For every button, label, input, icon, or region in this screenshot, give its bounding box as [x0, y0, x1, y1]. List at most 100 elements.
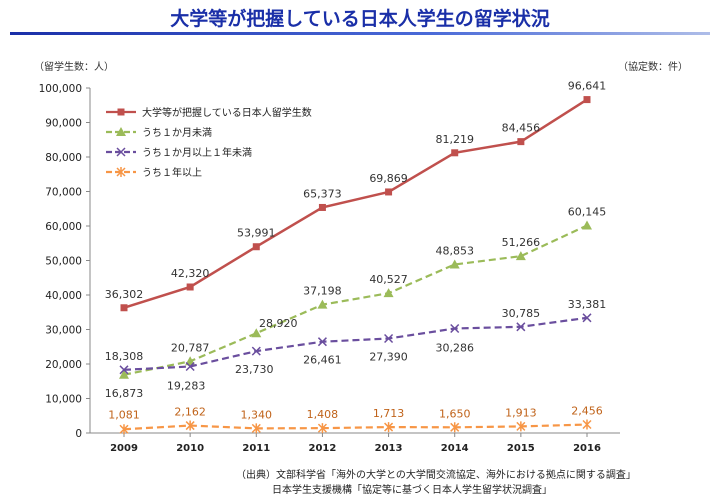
data-label-over-1-year: 1,081 — [108, 408, 140, 421]
legend-entry-1-month-to-1-year: うち１か月以上１年未満 — [142, 146, 252, 159]
data-label-under-1-month: 48,853 — [435, 244, 474, 257]
data-point-total — [186, 283, 194, 291]
data-label-1-month-to-1-year: 33,381 — [568, 298, 607, 311]
data-point-under-1-month — [251, 328, 262, 338]
x-tick-label: 2016 — [573, 443, 601, 454]
y-tick-label: 50,000 — [45, 256, 82, 268]
data-point-over-1-year — [450, 422, 460, 433]
y-tick-label: 60,000 — [45, 221, 82, 233]
data-point-under-1-month — [317, 299, 328, 309]
legend-marker-over-1-year — [116, 167, 126, 177]
data-point-under-1-month — [449, 259, 460, 269]
data-label-over-1-year: 1,340 — [241, 408, 273, 421]
data-label-over-1-year: 2,162 — [174, 406, 206, 419]
data-label-over-1-year: 1,408 — [307, 408, 339, 421]
data-label-1-month-to-1-year: 18,308 — [105, 350, 144, 363]
y-tick-label: 10,000 — [45, 394, 82, 406]
data-point-1-month-to-1-year — [582, 313, 592, 323]
data-point-1-month-to-1-year — [384, 333, 394, 344]
data-point-over-1-year — [251, 423, 261, 434]
data-label-1-month-to-1-year: 30,286 — [435, 342, 474, 355]
data-point-under-1-month — [515, 251, 526, 261]
y-tick-label: 100,000 — [39, 83, 82, 95]
data-label-under-1-month: 16,873 — [105, 387, 144, 400]
data-point-over-1-year — [582, 419, 592, 430]
legend-marker-total — [117, 108, 125, 116]
x-tick-label: 2014 — [441, 443, 469, 454]
data-point-total — [318, 203, 326, 211]
data-label-total: 42,320 — [171, 267, 210, 280]
data-label-1-month-to-1-year: 27,390 — [369, 351, 408, 364]
legend-marker-1-month-to-1-year — [116, 147, 126, 157]
data-point-over-1-year — [185, 420, 195, 431]
source-line-2: 日本学生支援機構「協定等に基づく日本人学生留学状況調査」 — [272, 485, 552, 496]
series-line-1-month-to-1-year — [123, 316, 588, 371]
data-label-under-1-month: 40,527 — [369, 273, 408, 286]
data-point-total — [120, 304, 128, 312]
data-label-1-month-to-1-year: 26,461 — [303, 354, 342, 367]
data-label-total: 69,869 — [369, 172, 408, 185]
data-label-total: 81,219 — [435, 133, 474, 146]
data-label-under-1-month: 60,145 — [568, 205, 607, 218]
y-tick-label: 90,000 — [45, 118, 82, 130]
x-tick-label: 2013 — [375, 443, 403, 454]
y-tick-label: 0 — [75, 428, 82, 440]
legend-entry-over-1-year: うち１年以上 — [142, 166, 202, 179]
data-point-1-month-to-1-year — [185, 361, 195, 372]
data-point-1-month-to-1-year — [317, 337, 327, 347]
data-label-over-1-year: 1,913 — [505, 406, 537, 419]
data-point-1-month-to-1-year — [251, 346, 261, 356]
data-point-total — [451, 149, 459, 157]
data-point-over-1-year — [516, 421, 526, 432]
data-point-total — [517, 138, 525, 146]
data-point-under-1-month — [383, 288, 394, 298]
y-tick-label: 40,000 — [45, 290, 82, 302]
y-tick-label: 20,000 — [45, 359, 82, 371]
data-label-under-1-month: 37,198 — [303, 285, 342, 298]
data-label-under-1-month: 51,266 — [502, 236, 541, 249]
data-label-total: 65,373 — [303, 187, 342, 200]
data-point-over-1-year — [119, 424, 129, 435]
data-point-under-1-month — [582, 220, 592, 230]
x-tick-label: 2012 — [309, 443, 337, 454]
legend-marker-under-1-month — [116, 127, 126, 136]
data-label-total: 96,641 — [568, 80, 607, 93]
series-line-under-1-month — [123, 224, 588, 376]
data-label-1-month-to-1-year: 19,283 — [167, 379, 206, 392]
page-title: 大学等が把握している日本人学生の留学状況 — [170, 8, 550, 30]
title-underline — [10, 32, 710, 35]
data-point-over-1-year — [384, 422, 394, 433]
data-label-total: 84,456 — [502, 122, 541, 135]
y-tick-label: 70,000 — [45, 187, 82, 199]
y-axis-label-right: （協定数：件） — [618, 60, 688, 73]
data-point-total — [385, 188, 393, 196]
data-point-total — [583, 96, 591, 104]
legend-entry-total: 大学等が把握している日本人留学生数 — [142, 106, 312, 119]
data-label-under-1-month: 28,920 — [259, 317, 298, 330]
y-axis-label: （留学生数：人） — [34, 60, 114, 73]
data-label-over-1-year: 1,713 — [373, 407, 405, 420]
x-tick-label: 2010 — [176, 443, 204, 454]
legend-entry-under-1-month: うち１か月未満 — [142, 127, 212, 139]
data-point-1-month-to-1-year — [450, 323, 460, 334]
data-label-over-1-year: 2,456 — [571, 405, 603, 418]
source-line-1: （出典）文部科学省「海外の大学との大学間交流協定、海外における拠点に関する調査」 — [236, 470, 636, 481]
data-point-total — [252, 243, 260, 251]
data-label-over-1-year: 1,650 — [439, 407, 471, 420]
x-tick-label: 2015 — [507, 443, 535, 454]
data-point-under-1-month — [119, 369, 129, 379]
data-label-under-1-month: 20,787 — [171, 341, 210, 354]
series-line-over-1-year — [123, 423, 588, 431]
y-tick-label: 30,000 — [45, 325, 82, 337]
data-label-1-month-to-1-year: 23,730 — [235, 363, 274, 376]
data-label-total: 36,302 — [105, 288, 144, 301]
line-chart: （留学生数：人） （協定数：件） 0 10,000 20,000 30,000 40,000… — [34, 60, 688, 454]
y-tick-label: 80,000 — [45, 152, 82, 164]
series-line-total — [123, 98, 588, 309]
x-tick-label: 2009 — [110, 443, 138, 454]
data-label-total: 53,991 — [237, 227, 276, 240]
data-point-1-month-to-1-year — [119, 365, 129, 375]
data-label-1-month-to-1-year: 30,785 — [502, 307, 541, 320]
data-point-1-month-to-1-year — [516, 322, 526, 332]
x-tick-label: 2011 — [242, 443, 270, 454]
